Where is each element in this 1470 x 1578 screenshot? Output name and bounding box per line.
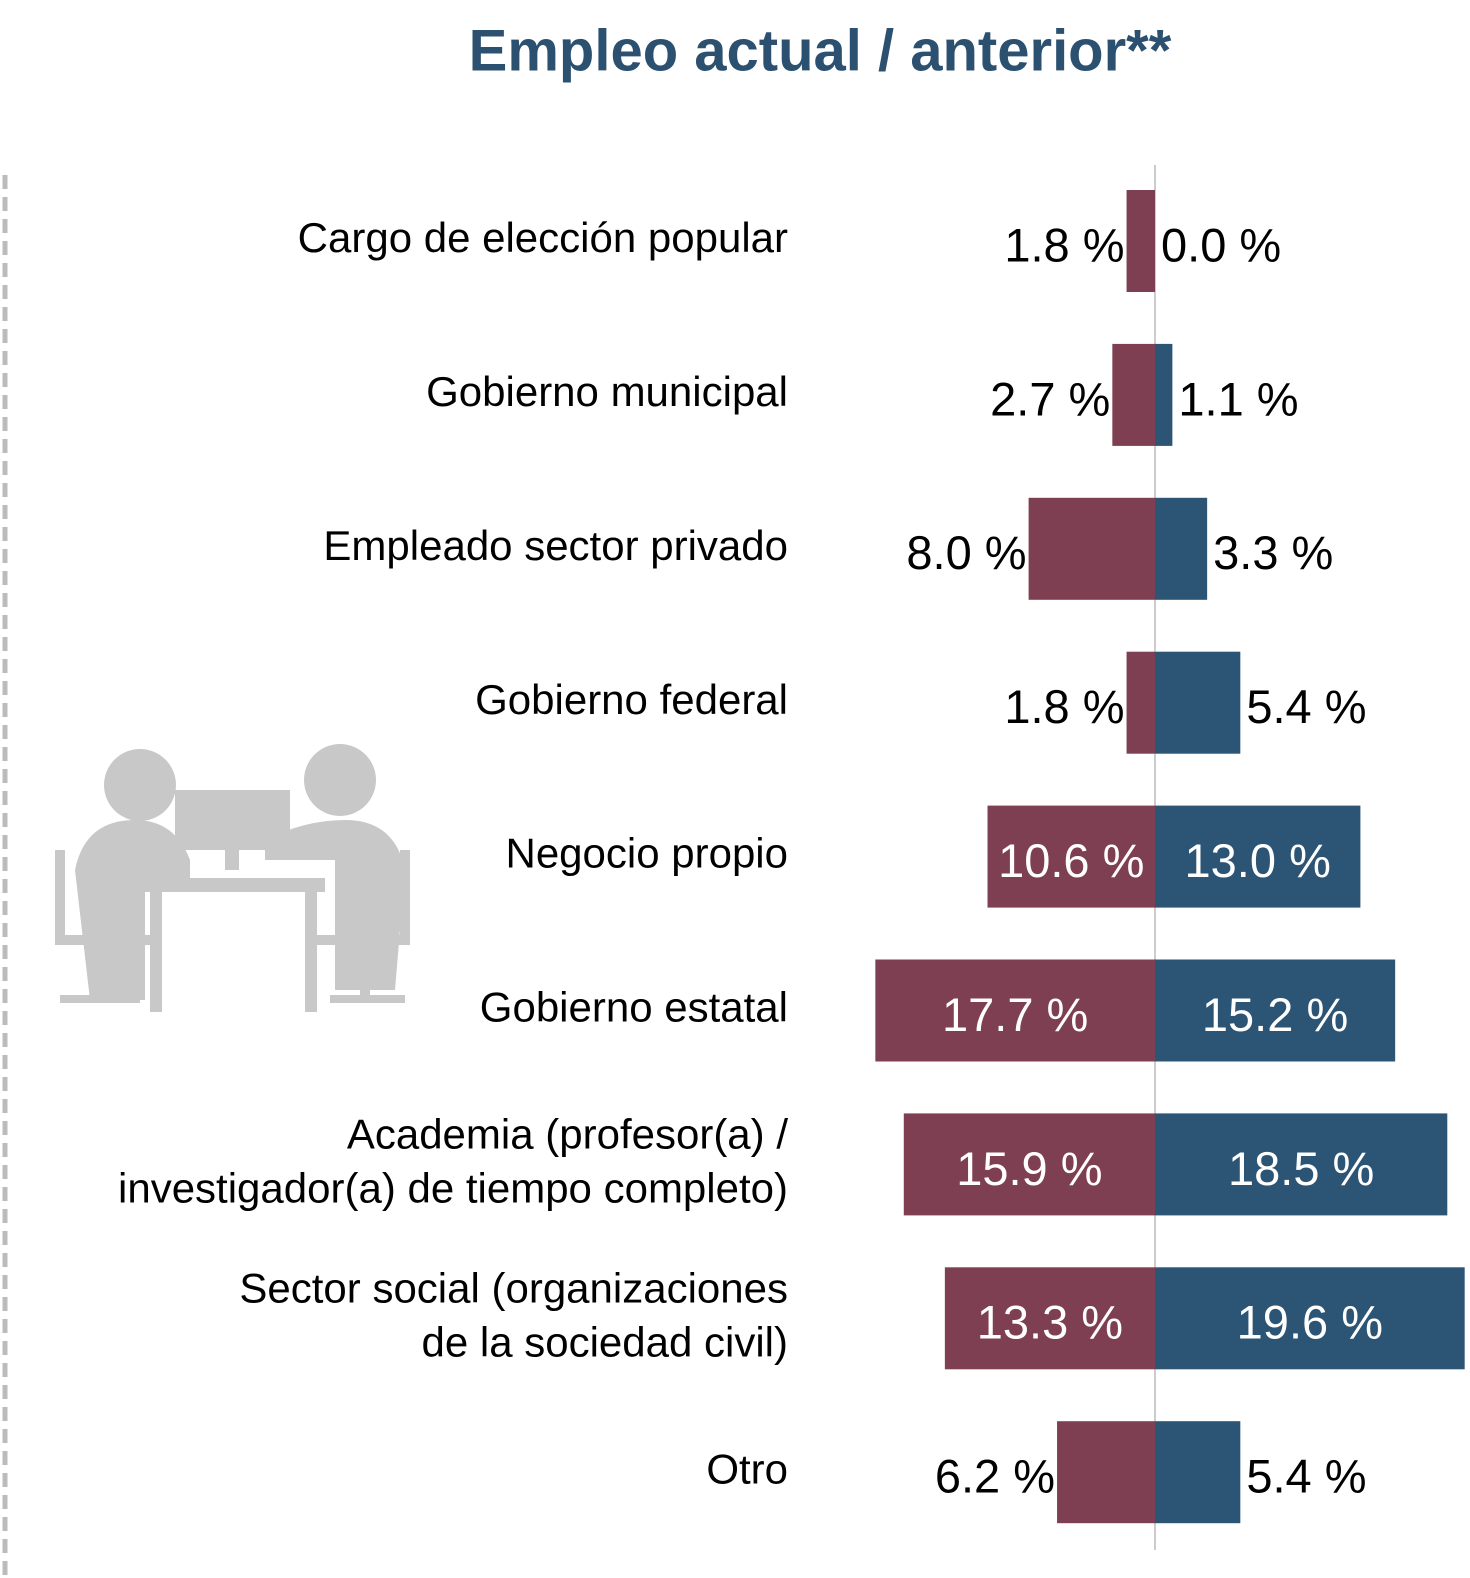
bar <box>1155 805 1361 908</box>
value-label: 8.0 % <box>906 526 1026 579</box>
bar <box>875 959 1155 1062</box>
bar <box>1112 343 1155 446</box>
value-label: 17.7 % <box>942 988 1088 1041</box>
bar <box>1126 651 1155 754</box>
bar <box>1028 497 1155 600</box>
bar <box>1126 190 1155 292</box>
bar <box>1155 1421 1241 1524</box>
chart-title: Empleo actual / anterior** <box>469 18 1172 83</box>
value-label: 10.6 % <box>998 834 1144 887</box>
bar <box>903 1113 1155 1216</box>
bar <box>1057 1421 1155 1524</box>
category-label: Negocio propio <box>505 830 788 877</box>
bar <box>1155 497 1208 600</box>
category-label: Empleado sector privado <box>323 522 788 569</box>
value-label: 5.4 % <box>1246 1450 1366 1503</box>
value-label: 5.4 % <box>1246 680 1366 733</box>
value-label: 15.9 % <box>956 1142 1102 1195</box>
category-label: Sector social (organizaciones de la socie… <box>239 1264 788 1365</box>
value-label: 15.2 % <box>1202 988 1348 1041</box>
value-label: 3.3 % <box>1213 526 1333 579</box>
category-label: Otro <box>706 1445 788 1492</box>
category-label: Academia (profesor(a) / investigador(a) d… <box>118 1110 788 1211</box>
value-label: 1.8 % <box>1004 218 1124 271</box>
category-label: Gobierno federal <box>475 676 788 723</box>
category-label: Cargo de elección popular <box>298 214 788 261</box>
office-icon <box>55 744 410 1012</box>
value-label: 13.0 % <box>1185 834 1331 887</box>
bar <box>944 1267 1155 1370</box>
category-label: Gobierno estatal <box>480 984 788 1031</box>
bar <box>1155 1267 1465 1370</box>
bar <box>1155 1113 1448 1216</box>
value-label: 19.6 % <box>1237 1296 1383 1349</box>
bar <box>1155 959 1396 1062</box>
value-label: 13.3 % <box>977 1296 1123 1349</box>
value-label: 1.8 % <box>1004 680 1124 733</box>
bar <box>1155 651 1241 754</box>
value-label: 0.0 % <box>1161 218 1281 271</box>
bar <box>987 805 1155 908</box>
category-label: Gobierno municipal <box>426 368 788 415</box>
value-label: 18.5 % <box>1228 1142 1374 1195</box>
value-label: 2.7 % <box>990 372 1110 425</box>
value-label: 6.2 % <box>935 1450 1055 1503</box>
bar <box>1155 343 1173 446</box>
value-label: 1.1 % <box>1178 372 1298 425</box>
